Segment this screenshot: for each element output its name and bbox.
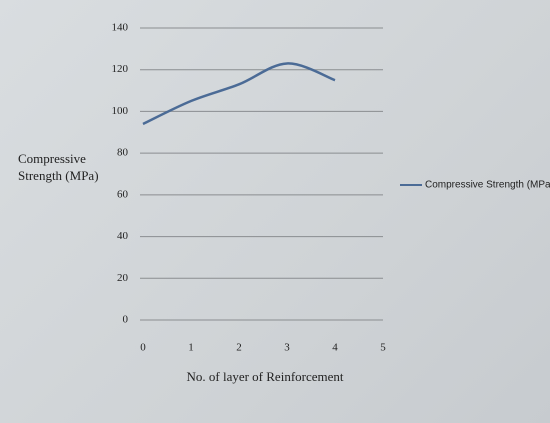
- x-tick-label: 1: [188, 342, 194, 354]
- series-line: [142, 62, 336, 126]
- y-tick-label: 40: [117, 230, 129, 242]
- x-tick-label: 2: [236, 342, 242, 354]
- y-tick-label: 120: [112, 63, 129, 75]
- y-tick-label: 140: [112, 22, 129, 34]
- x-tick-label: 5: [380, 342, 386, 354]
- x-tick-label: 4: [332, 342, 338, 354]
- y-tick-label: 60: [117, 188, 129, 200]
- y-tick-label: 0: [123, 314, 129, 326]
- y-tick-label: 80: [117, 147, 129, 159]
- x-tick-label: 0: [140, 342, 146, 354]
- x-tick-label: 3: [284, 342, 290, 354]
- x-axis-label: No. of layer of Reinforcement: [186, 369, 343, 384]
- y-tick-label: 100: [112, 105, 129, 117]
- y-tick-label: 20: [117, 272, 129, 284]
- legend-label: Compressive Strength (MPa): [425, 180, 550, 191]
- y-axis-label: Compressive Strength (MPa): [18, 151, 99, 183]
